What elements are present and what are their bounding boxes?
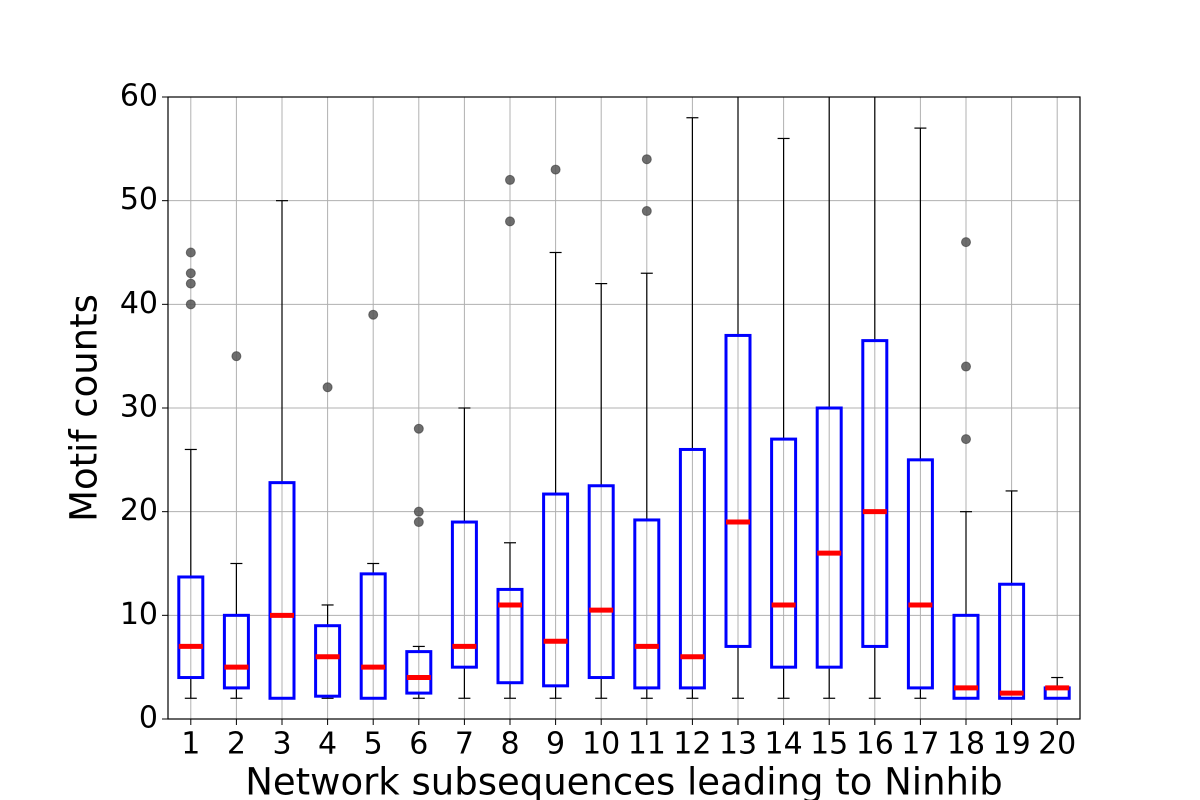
box xyxy=(678,447,706,690)
box xyxy=(906,458,934,690)
x-tick-label: 20 xyxy=(1038,727,1076,762)
x-tick-label: 8 xyxy=(500,727,519,762)
x-tick-label: 16 xyxy=(856,727,894,762)
box xyxy=(861,339,889,648)
x-tick-label: 13 xyxy=(719,727,757,762)
y-tick-label: 40 xyxy=(120,286,158,321)
x-tick-label: 2 xyxy=(227,727,246,762)
box xyxy=(587,484,615,680)
x-tick-label: 9 xyxy=(546,727,565,762)
flier xyxy=(641,154,652,165)
box xyxy=(815,406,843,669)
box xyxy=(633,518,661,690)
box xyxy=(450,520,478,669)
y-tick-label: 0 xyxy=(139,701,158,736)
x-tick-label: 12 xyxy=(673,727,711,762)
box xyxy=(724,333,752,648)
x-tick-label: 3 xyxy=(272,727,291,762)
box xyxy=(496,587,524,685)
flier xyxy=(505,216,515,227)
flier xyxy=(368,309,379,320)
y-axis-label: Motif counts xyxy=(63,294,106,522)
flier xyxy=(550,164,561,175)
flier xyxy=(961,237,971,248)
flier xyxy=(413,423,424,434)
x-tick-label: 5 xyxy=(364,727,383,762)
flier xyxy=(185,299,196,310)
box xyxy=(359,572,387,700)
box xyxy=(222,613,250,690)
box xyxy=(268,481,296,700)
x-tick-label: 1 xyxy=(181,727,200,762)
box xyxy=(177,575,205,680)
flier xyxy=(505,174,515,185)
x-tick-label: 4 xyxy=(318,727,337,762)
box xyxy=(542,492,570,688)
box xyxy=(314,624,342,698)
y-tick-label: 50 xyxy=(120,182,158,217)
box xyxy=(405,650,433,695)
x-tick-label: 7 xyxy=(455,727,474,762)
flier xyxy=(413,517,424,528)
x-axis-label: Network subsequences leading to Ninhib xyxy=(245,761,1003,800)
box xyxy=(998,582,1026,700)
flier xyxy=(641,206,652,217)
y-tick-label: 30 xyxy=(120,390,158,425)
flier xyxy=(185,268,196,279)
y-tick-label: 20 xyxy=(120,493,158,528)
flier xyxy=(185,247,196,258)
x-tick-label: 14 xyxy=(765,727,803,762)
grid xyxy=(168,96,1080,720)
flier xyxy=(961,434,971,445)
flier xyxy=(231,351,242,362)
x-tick-label: 6 xyxy=(409,727,428,762)
x-tick-label: 18 xyxy=(947,727,985,762)
x-tick-label: 17 xyxy=(901,727,939,762)
flier xyxy=(322,382,333,393)
x-tick-label: 11 xyxy=(628,727,666,762)
flier xyxy=(413,506,424,517)
flier xyxy=(961,361,971,372)
y-tick-label: 10 xyxy=(120,597,158,632)
box xyxy=(952,613,980,700)
box xyxy=(770,437,798,669)
x-tick-label: 19 xyxy=(993,727,1031,762)
flier xyxy=(185,278,196,289)
plot-area xyxy=(177,97,1071,700)
y-tick-label: 60 xyxy=(120,79,158,114)
x-tick-label: 15 xyxy=(810,727,848,762)
x-tick-label: 10 xyxy=(582,727,620,762)
